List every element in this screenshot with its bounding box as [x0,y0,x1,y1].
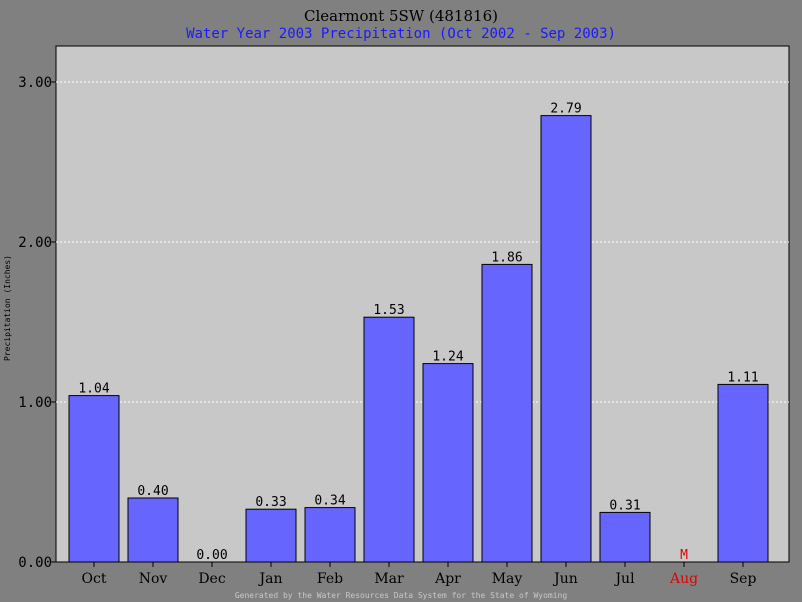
x-tick-label-may: May [492,571,523,587]
data-label-sep: 1.11 [727,370,758,385]
x-tick-label-sep: Sep [730,571,757,587]
bar-oct [68,395,120,563]
data-label-apr: 1.24 [432,350,463,365]
bar-may [481,263,533,563]
x-tick-label-jan: Jan [258,571,283,587]
bar-apr [422,363,474,563]
x-tick-label-jun: Jun [552,571,578,587]
data-label-dec: 0.00 [196,548,227,563]
data-labels: 1.04 0.40 0.00 0.33 0.34 1.53 1.24 1.86 2.79 0.31… [78,102,758,563]
x-tick-label-feb: Feb [317,571,343,587]
bar-jun [540,115,592,563]
data-label-oct: 1.04 [78,382,109,397]
y-axis-ticks: 0.00 1.00 2.00 3.00 [18,75,56,571]
data-label-may: 1.86 [491,250,522,265]
bar-jul [599,511,651,563]
x-tick-label-dec: Dec [198,571,226,587]
y-tick-label: 0.00 [18,555,52,571]
x-tick-label-nov: Nov [139,571,168,587]
bar-jan [245,508,297,563]
data-label-mar: 1.53 [373,303,404,318]
x-tick-label-apr: Apr [434,571,461,587]
x-axis-ticks: Oct Nov Dec Jan Feb Mar Apr May Jun Jul Aug Sep [82,562,757,587]
chart-subtitle: Water Year 2003 Precipitation (Oct 2002 … [186,26,616,42]
data-label-feb: 0.34 [314,494,345,509]
bar-sep [717,383,769,563]
y-tick-label: 1.00 [18,395,52,411]
bar-nov [127,497,179,563]
y-tick-label: 3.00 [18,75,52,91]
bar-feb [304,507,356,563]
data-label-jul: 0.31 [609,498,640,513]
x-tick-label-jul: Jul [613,571,635,587]
data-label-nov: 0.40 [137,484,168,499]
y-axis-label: Precipitation (Inches) [3,255,12,361]
data-label-jan: 0.33 [255,495,286,510]
x-tick-label-oct: Oct [82,571,107,587]
bar-mar [363,316,415,563]
bars [68,115,769,563]
data-label-aug: M [680,548,688,563]
chart-title: Clearmont 5SW (481816) [304,7,498,25]
y-tick-label: 2.00 [18,235,52,251]
x-tick-label-aug: Aug [669,571,698,587]
footer-credit: Generated by the Water Resources Data Sy… [235,591,568,600]
x-tick-label-mar: Mar [374,571,404,587]
data-label-jun: 2.79 [550,102,581,117]
